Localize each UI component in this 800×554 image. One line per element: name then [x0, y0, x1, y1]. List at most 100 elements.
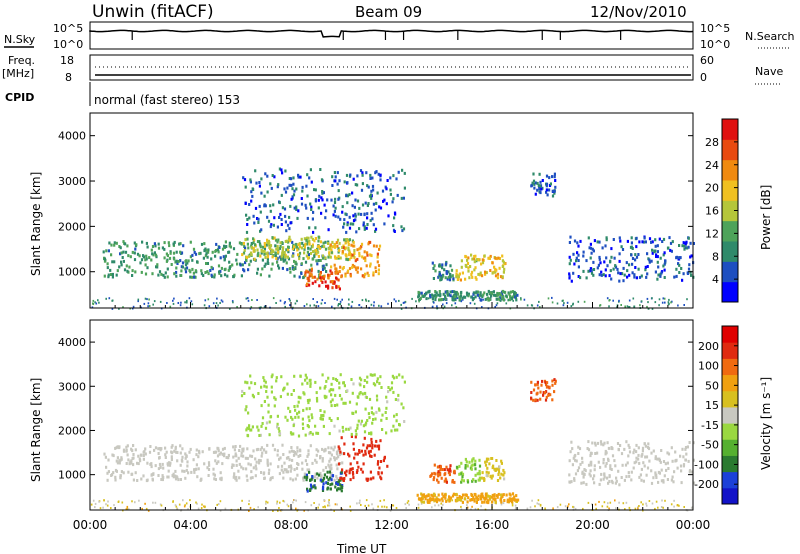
data-cell [335, 452, 339, 456]
data-cell [244, 202, 247, 205]
data-cell [605, 238, 608, 242]
data-cell [159, 465, 162, 469]
data-cell [553, 191, 556, 195]
data-cell [253, 249, 256, 253]
data-cell [599, 261, 602, 265]
data-cell [392, 376, 396, 380]
data-cell [321, 447, 324, 451]
data-cell [248, 386, 251, 390]
data-cell [337, 449, 340, 453]
noise-cell [184, 504, 186, 507]
data-cell [163, 247, 166, 251]
data-cell [577, 259, 580, 262]
data-cell [331, 175, 334, 179]
data-cell [379, 475, 382, 479]
data-cell [575, 256, 578, 260]
data-cell [346, 389, 349, 393]
data-cell [353, 264, 356, 268]
nsearch-label: N.Search [745, 30, 795, 43]
noise-cell [651, 297, 653, 300]
data-cell [344, 246, 347, 250]
data-cell [291, 247, 294, 251]
data-cell [293, 206, 296, 210]
data-cell [321, 256, 325, 260]
data-cell [475, 258, 478, 262]
data-cell [509, 294, 512, 298]
data-cell [295, 187, 298, 191]
data-cell [367, 185, 370, 189]
data-cell [455, 492, 458, 496]
data-cell [328, 273, 331, 277]
data-cell [365, 171, 368, 175]
data-cell [109, 268, 112, 272]
data-cell [327, 376, 330, 380]
data-cell [614, 464, 617, 468]
data-cell [202, 256, 205, 260]
data-cell [612, 238, 615, 241]
data-cell [466, 293, 469, 297]
data-cell [286, 382, 289, 386]
data-cell [314, 188, 317, 192]
data-cell [267, 219, 271, 223]
data-cell [119, 474, 122, 478]
data-cell [356, 266, 360, 270]
data-cell [343, 384, 346, 388]
data-cell [315, 448, 318, 452]
data-cell [635, 276, 638, 280]
noise-cell [190, 300, 193, 303]
data-cell [470, 295, 473, 299]
data-cell [246, 381, 249, 385]
data-cell [157, 474, 160, 477]
data-cell [661, 240, 664, 243]
data-cell [329, 280, 332, 284]
data-cell [354, 429, 357, 433]
data-cell [584, 469, 587, 473]
data-cell [530, 391, 533, 394]
data-cell [173, 272, 176, 276]
noise-cell [539, 504, 542, 507]
noise-cell [94, 301, 96, 304]
data-cell [337, 445, 340, 449]
data-cell [496, 293, 499, 297]
x-tick-label: 12:00 [374, 518, 409, 532]
data-cell [434, 293, 437, 297]
data-cell [305, 238, 308, 242]
data-cell [239, 444, 242, 448]
data-cell [327, 478, 330, 482]
data-cell [590, 269, 593, 272]
data-cell [480, 262, 483, 266]
colorbar-segment [722, 159, 738, 181]
data-cell [372, 188, 375, 192]
colorbar-tick-label: -100 [694, 458, 719, 471]
data-cell [387, 390, 390, 394]
data-cell [360, 212, 363, 216]
data-cell [471, 479, 474, 483]
data-cell [403, 171, 406, 175]
noise-cell [251, 299, 253, 301]
noise-cell [511, 504, 514, 507]
data-cell [292, 252, 295, 256]
data-cell [301, 461, 304, 465]
data-cell [122, 250, 125, 254]
data-cell [513, 495, 516, 499]
data-cell [473, 499, 476, 503]
data-cell [473, 268, 476, 272]
data-cell [250, 246, 253, 249]
data-cell [440, 274, 443, 278]
data-cell [620, 476, 623, 479]
noise-cell [389, 509, 392, 512]
data-cell [369, 218, 372, 222]
data-cell [144, 272, 148, 276]
data-cell [169, 251, 172, 255]
data-cell [266, 260, 269, 264]
data-cell [376, 252, 379, 256]
data-cell [334, 267, 337, 271]
data-cell [585, 482, 588, 486]
data-cell [474, 467, 477, 471]
data-cell [568, 241, 571, 244]
data-cell [111, 453, 114, 457]
data-cell [277, 427, 280, 431]
noise-cell [131, 500, 133, 503]
data-cell [259, 254, 262, 258]
